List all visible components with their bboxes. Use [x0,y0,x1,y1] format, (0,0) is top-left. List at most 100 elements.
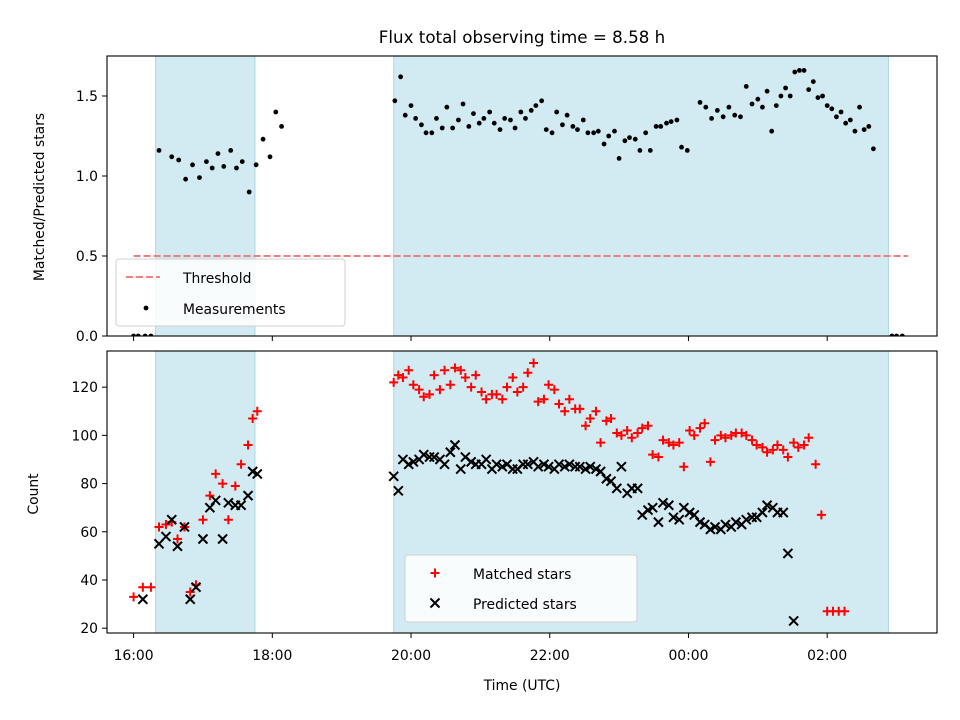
data-point [408,103,414,108]
data-point [539,98,545,104]
data-point [705,457,715,467]
data-point [179,521,190,533]
data-point [801,68,807,73]
data-point [741,514,752,525]
x-tick-label: 22:00 [530,648,570,664]
data-point [811,459,821,469]
data-point [792,69,798,75]
data-point [445,447,456,458]
data-point [697,100,703,105]
data-point [554,399,564,409]
data-point [720,114,726,120]
data-point [393,370,403,380]
data-point [838,109,844,115]
data-point [169,154,175,160]
data-point [889,333,895,336]
data-point [146,582,156,592]
data-point [584,461,596,472]
data-point [564,112,570,118]
data-point [612,428,622,438]
data-point [816,510,826,520]
data-point [606,133,612,139]
x-tick-label: 02:00 [807,648,847,664]
data-point [580,117,586,123]
data-point [471,370,481,380]
data-point [439,125,445,131]
data-point [632,136,638,142]
data-point [664,438,674,448]
data-point [737,428,747,438]
data-point [154,522,164,532]
axes-frame [106,350,938,634]
data-point [575,404,585,414]
data-point [252,406,262,416]
data-point [204,502,216,513]
data-point [460,373,470,383]
data-point [223,497,234,509]
data-point [230,481,240,491]
data-point [481,394,491,404]
data-point [218,479,228,489]
data-point [782,548,794,559]
data-point [789,438,799,448]
data-point [653,124,659,129]
data-point [172,541,183,552]
data-point [764,88,770,94]
data-point [260,136,266,142]
data-point [761,500,773,511]
data-point [560,406,570,416]
data-point [894,333,899,336]
data-point [757,442,767,452]
data-point [423,130,429,136]
data-point [554,109,560,115]
data-point [408,456,419,468]
data-point [899,333,905,336]
data-point [549,130,555,136]
data-point [502,382,512,392]
data-point [627,433,637,443]
data-point [221,164,227,169]
data-point [726,104,732,110]
data-point [695,423,705,433]
data-point [408,380,418,390]
data-point [804,433,814,443]
legend-threshold-label: Threshold [182,271,251,287]
data-point [450,363,460,373]
data-point [279,124,284,129]
data-point [679,462,689,472]
data-point [445,380,455,390]
data-point [664,120,669,126]
data-point [466,124,472,129]
data-point [198,515,208,525]
data-point [689,509,700,521]
data-point [242,490,254,501]
data-point [633,428,643,438]
data-point [476,120,482,126]
data-point [553,459,565,470]
data-point [135,333,141,336]
data-point [820,93,825,99]
data-point [605,475,617,487]
data-point [657,497,669,509]
data-point [720,433,730,443]
data-point [487,109,493,115]
data-point [778,507,789,518]
data-point [529,358,539,368]
data-point [866,124,872,129]
data-point [857,104,862,110]
data-point [581,421,591,431]
legend-box [115,258,346,327]
data-point [668,119,674,124]
data-point [471,111,476,116]
y-tick-label: 0.0 [76,329,98,345]
data-point [252,468,263,480]
legend-predicted-label: Predicted stars [473,597,577,613]
data-point [246,189,252,195]
data-point [419,392,429,402]
data-point [658,124,664,129]
data-point [197,533,209,545]
legend-predicted-swatch [429,597,441,609]
data-point [783,85,788,91]
data-point [643,421,653,431]
data-point [806,87,812,92]
